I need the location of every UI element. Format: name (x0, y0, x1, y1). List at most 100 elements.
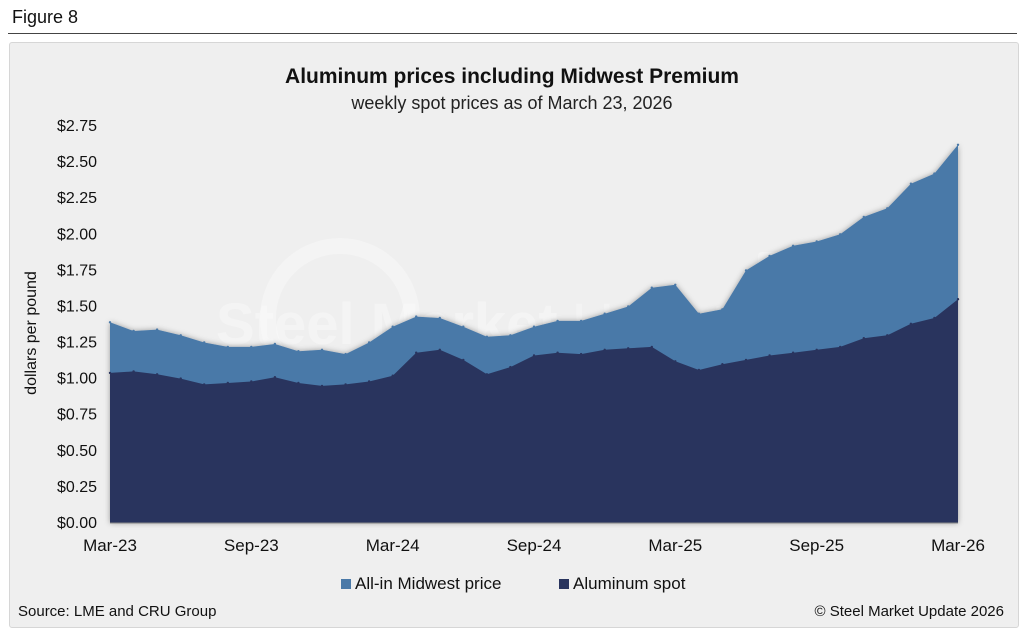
y-tick-label: $0.50 (57, 443, 97, 460)
chart-subtitle: weekly spot prices as of March 23, 2026 (351, 93, 673, 113)
midwest-point (108, 321, 112, 324)
spot-point (956, 298, 960, 301)
series-area-spot (110, 299, 958, 523)
midwest-point (674, 283, 677, 286)
spot-point (886, 334, 889, 337)
spot-point (391, 374, 394, 377)
legend-label-spot: Aluminum spot (573, 574, 686, 593)
legend-item-spot: Aluminum spot (559, 574, 685, 594)
spot-point (108, 371, 112, 375)
midwest-point (556, 319, 559, 323)
spot-point (650, 345, 653, 349)
x-tick-label: Sep-24 (507, 536, 562, 555)
copyright-note: © Steel Market Update 2026 (814, 603, 1005, 620)
legend-swatch-midwest (341, 579, 351, 589)
figure-header: Figure 8 (0, 0, 1024, 37)
figure-label: Figure 8 (12, 7, 79, 27)
midwest-point (815, 240, 818, 243)
spot-point (791, 351, 795, 354)
y-tick-label: $0.00 (57, 515, 97, 532)
midwest-point (344, 352, 347, 356)
y-tick-label: $0.25 (57, 479, 97, 496)
midwest-point (697, 312, 701, 315)
midwest-point (862, 215, 865, 219)
plot-areas (108, 143, 960, 524)
midwest-point (438, 316, 441, 320)
midwest-point (721, 308, 724, 311)
spot-point (909, 322, 913, 325)
spot-point (179, 377, 182, 380)
spot-point (532, 354, 536, 357)
y-tick-label: $2.50 (57, 154, 97, 171)
legend: All-in Midwest price Aluminum spot (0, 574, 1024, 596)
midwest-point (391, 325, 394, 328)
y-axis: $0.00 $0.25 $0.50 $0.75 $1.00 $1.25 $1.50 $1.75… (57, 118, 97, 532)
midwest-point (791, 244, 795, 247)
midwest-point (627, 305, 630, 308)
spot-point (415, 351, 418, 354)
legend-item-midwest: All-in Midwest price (341, 574, 501, 594)
spot-point (674, 360, 677, 363)
x-tick-label: Sep-23 (224, 536, 279, 555)
spot-point (579, 352, 583, 356)
x-tick-label: Sep-25 (789, 536, 844, 555)
y-tick-label: $0.75 (57, 407, 97, 424)
spot-point (320, 384, 324, 388)
spot-point (509, 365, 512, 369)
midwest-point (179, 334, 182, 337)
y-tick-label: $1.00 (57, 371, 97, 388)
midwest-point (909, 182, 913, 185)
midwest-point (650, 286, 653, 289)
spot-point (933, 316, 936, 320)
midwest-point (956, 143, 960, 146)
spot-point (603, 348, 606, 351)
midwest-point (320, 348, 324, 351)
spot-point (132, 370, 135, 373)
midwest-point (839, 233, 842, 236)
spot-point (556, 351, 559, 354)
spot-point (815, 348, 818, 351)
header-divider (8, 33, 1017, 34)
midwest-point (603, 312, 606, 315)
y-tick-label: $1.75 (57, 262, 97, 279)
legend-label-midwest: All-in Midwest price (355, 574, 502, 593)
midwest-point (367, 341, 371, 344)
y-axis-label: dollars per pound (23, 271, 40, 395)
chart-title: Aluminum prices including Midwest Premiu… (285, 65, 739, 88)
y-tick-label: $1.50 (57, 298, 97, 315)
midwest-point (485, 335, 489, 338)
spot-point (744, 358, 748, 362)
midwest-point (532, 325, 536, 328)
midwest-point (226, 345, 229, 349)
spot-point (462, 358, 465, 362)
spot-point (273, 376, 277, 379)
y-tick-label: $1.25 (57, 335, 97, 352)
midwest-point (509, 334, 512, 337)
midwest-point (155, 328, 159, 331)
legend-swatch-spot (559, 579, 569, 589)
midwest-point (203, 341, 206, 344)
spot-point (155, 373, 159, 376)
x-tick-label: Mar-23 (83, 536, 137, 555)
spot-point (485, 373, 489, 376)
spot-point (297, 381, 300, 385)
y-tick-label: $2.75 (57, 118, 97, 135)
spot-point (839, 345, 842, 349)
spot-point (203, 383, 206, 386)
midwest-point (250, 345, 253, 349)
midwest-point (768, 254, 771, 258)
spot-point (367, 380, 371, 383)
midwest-point (273, 342, 277, 346)
midwest-point (933, 172, 936, 175)
spot-point (226, 381, 229, 385)
y-tick-label: $2.00 (57, 226, 97, 243)
spot-point (697, 368, 701, 372)
spot-point (627, 347, 630, 350)
spot-point (344, 383, 347, 386)
spot-point (250, 380, 253, 383)
x-tick-label: Mar-24 (366, 536, 420, 555)
midwest-point (297, 350, 300, 353)
spot-point (768, 354, 771, 357)
y-tick-label: $2.25 (57, 190, 97, 207)
